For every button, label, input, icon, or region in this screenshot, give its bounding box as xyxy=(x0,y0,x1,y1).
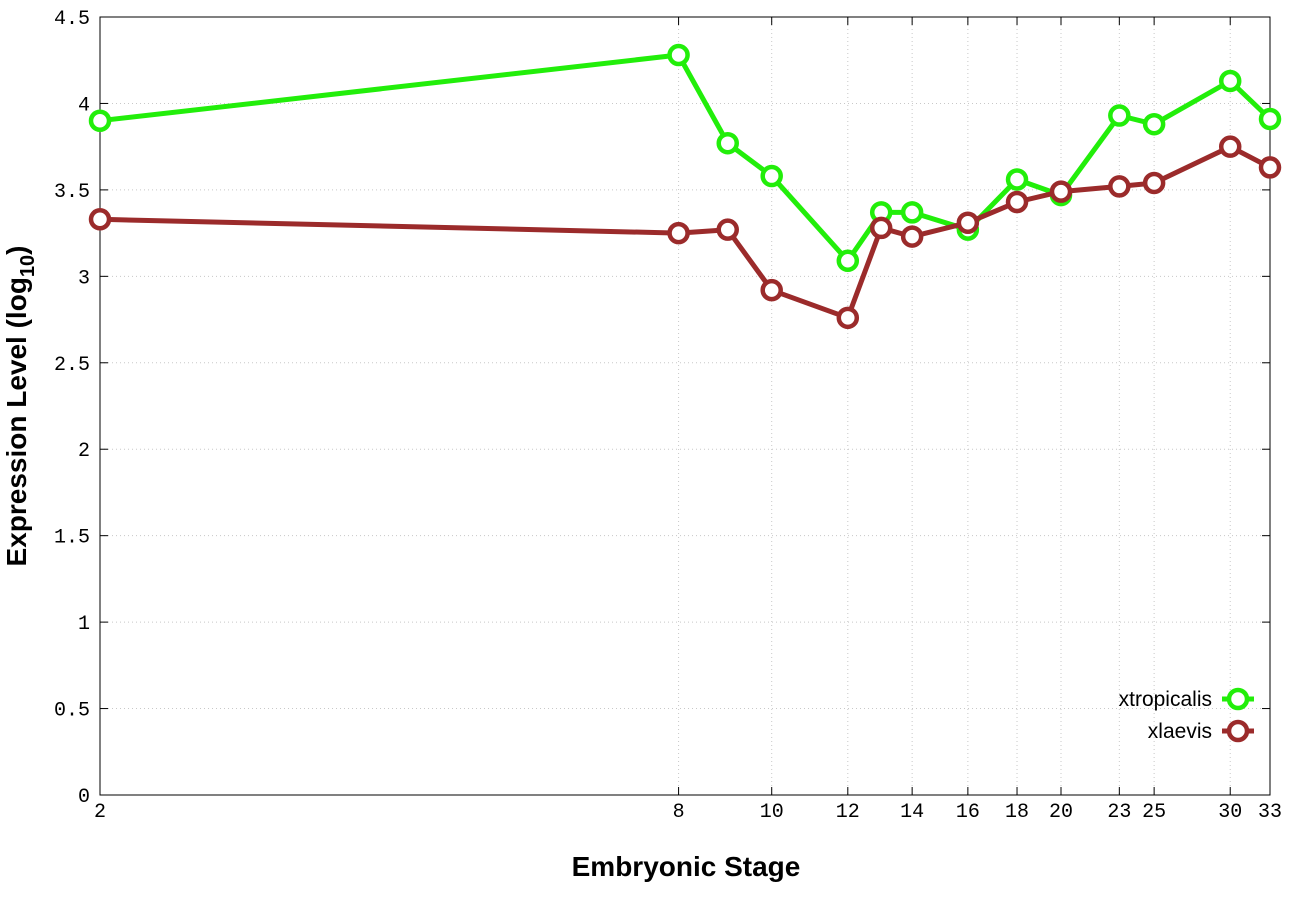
data-point-xtropicalis xyxy=(900,201,924,224)
x-tick-label: 8 xyxy=(673,801,685,824)
data-point-xtropicalis xyxy=(760,164,783,188)
x-tick-label: 2 xyxy=(94,801,106,824)
y-tick-label: 2.5 xyxy=(54,354,90,377)
y-tick-label: 2 xyxy=(78,440,90,463)
data-point-xlaevis xyxy=(836,306,860,330)
data-point-xlaevis xyxy=(1142,171,1166,195)
data-point-xlaevis xyxy=(1108,175,1131,198)
y-tick-label: 3.5 xyxy=(54,181,90,204)
x-tick-label: 18 xyxy=(1005,801,1029,824)
x-tick-label: 20 xyxy=(1049,801,1073,824)
y-axis-title-suffix: ) xyxy=(1,246,32,255)
legend-label-xlaevis: xlaevis xyxy=(1148,720,1212,743)
data-point-xlaevis xyxy=(1258,156,1282,179)
y-tick-label: 1 xyxy=(78,613,90,636)
x-axis-title: Embryonic Stage xyxy=(572,851,801,882)
y-tick-label: 1.5 xyxy=(54,527,90,550)
y-tick-label: 0 xyxy=(78,786,90,809)
x-tick-label: 12 xyxy=(836,801,860,824)
legend-label-xtropicalis: xtropicalis xyxy=(1119,688,1212,711)
y-tick-label: 4 xyxy=(78,94,90,117)
data-point-xtropicalis xyxy=(1142,112,1166,136)
data-point-xtropicalis xyxy=(667,43,690,67)
data-point-xlaevis xyxy=(1049,180,1073,203)
data-point-xlaevis xyxy=(716,218,739,241)
x-tick-label: 25 xyxy=(1142,801,1166,824)
legend-entry-xtropicalis: xtropicalis xyxy=(1119,687,1254,711)
data-point-xlaevis xyxy=(1005,190,1029,214)
y-axis-title-main: Expression Level (log xyxy=(1,277,32,566)
legend-marker-xlaevis xyxy=(1226,719,1250,743)
data-point-xtropicalis xyxy=(88,109,112,132)
x-tick-label: 10 xyxy=(760,801,784,824)
data-point-xtropicalis xyxy=(1005,168,1029,191)
y-tick-label: 3 xyxy=(78,267,90,290)
x-tick-label: 14 xyxy=(900,801,924,824)
data-point-xlaevis xyxy=(869,216,893,240)
data-point-xlaevis xyxy=(1218,135,1242,158)
x-tick-label: 30 xyxy=(1218,801,1242,824)
legend: xtropicalis xlaevis xyxy=(1119,687,1254,743)
y-axis-title: Expression Level (log10) xyxy=(1,246,39,567)
data-point-xtropicalis xyxy=(1108,104,1131,127)
data-point-xlaevis xyxy=(900,225,924,248)
x-tick-label: 33 xyxy=(1258,801,1282,824)
data-point-xlaevis xyxy=(760,278,783,302)
y-tick-label: 4.5 xyxy=(54,8,90,31)
y-axis-title-subscript: 10 xyxy=(17,255,39,277)
axis-ticks: 0 0.5 1 1.5 2 2.5 3 3.5 4 4.5 2 8 10 12 14 16 18 20 23 25 30… xyxy=(54,8,1282,824)
data-point-xtropicalis xyxy=(716,131,739,155)
legend-marker-xtropicalis xyxy=(1226,687,1250,711)
data-point-xtropicalis xyxy=(836,249,860,273)
series-layer xyxy=(88,43,1282,330)
series-xlaevis xyxy=(88,135,1282,330)
data-point-xtropicalis xyxy=(1258,107,1282,131)
data-point-xlaevis xyxy=(88,208,112,231)
data-point-xlaevis xyxy=(667,221,690,245)
data-point-xtropicalis xyxy=(1218,69,1242,93)
x-tick-label: 16 xyxy=(956,801,980,824)
plot-area-frame xyxy=(99,16,1271,796)
data-point-xlaevis xyxy=(956,211,980,234)
legend-entry-xlaevis: xlaevis xyxy=(1148,719,1254,743)
grid xyxy=(100,17,1270,795)
y-tick-label: 0.5 xyxy=(54,700,90,723)
x-tick-label: 23 xyxy=(1107,801,1131,824)
